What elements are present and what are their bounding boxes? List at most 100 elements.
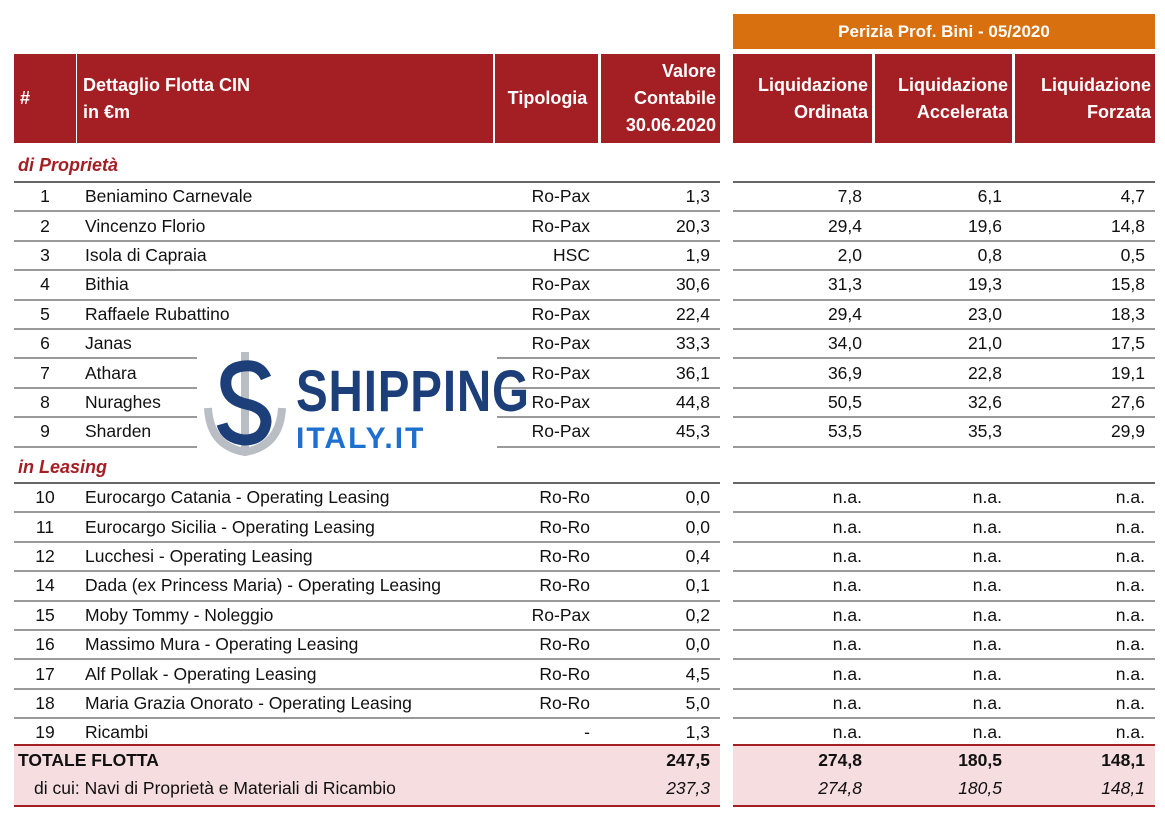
total-value: 180,5: [958, 778, 1002, 798]
table-cell: 34,0: [827, 333, 862, 354]
table-cell: n.a.: [972, 516, 1002, 537]
table-cell: HSC: [553, 244, 590, 265]
table-cell: Ro-Pax: [531, 274, 590, 295]
table-cell: Eurocargo Catania - Operating Leasing: [85, 487, 390, 508]
totals-border: [733, 805, 1155, 807]
table-cell: Ro-Ro: [539, 487, 590, 508]
table-cell: 6,1: [977, 186, 1002, 207]
table-cell: 0,8: [977, 244, 1002, 265]
table-cell: Moby Tommy - Noleggio: [85, 604, 274, 625]
table-cell: 10: [35, 487, 55, 508]
table-cell: n.a.: [832, 575, 862, 596]
table-cell: 19: [35, 722, 55, 743]
header-line: Liquidazione: [758, 74, 868, 95]
table-cell: n.a.: [1115, 692, 1145, 713]
table-cell: n.a.: [1115, 722, 1145, 743]
table-cell: 31,3: [827, 274, 862, 295]
table-cell: 18,3: [1110, 303, 1145, 324]
column-header: Liquidazione Forzata: [1015, 54, 1155, 143]
table-cell: 19,1: [1110, 362, 1145, 383]
total-label: TOTALE FLOTTA: [18, 749, 159, 770]
table-cell: Ro-Pax: [531, 186, 590, 207]
totals-border: [14, 805, 720, 807]
header-line: Liquidazione: [898, 74, 1008, 95]
row-separator: [733, 540, 1155, 543]
row-separator: [733, 357, 1155, 360]
table-cell: 0,0: [685, 516, 710, 537]
table-cell: n.a.: [832, 663, 862, 684]
column-header: Liquidazione Accelerata: [875, 54, 1012, 143]
table-cell: 7,8: [837, 186, 862, 207]
table-cell: 36,9: [827, 362, 862, 383]
row-separator: [14, 269, 720, 272]
row-separator: [733, 570, 1155, 573]
watermark-text: ITALY.IT: [296, 422, 426, 455]
column-header: Tipologia: [495, 54, 598, 143]
table-cell: Athara: [85, 362, 137, 383]
row-separator: [14, 181, 720, 183]
column-header: Liquidazione Ordinata: [733, 54, 872, 143]
totals-border: [14, 744, 720, 746]
header-text: Liquidazione Ordinata: [758, 72, 868, 126]
table-cell: 5,0: [685, 692, 710, 713]
table-cell: n.a.: [1115, 487, 1145, 508]
table-cell: n.a.: [972, 575, 1002, 596]
table-cell: Nuraghes: [85, 391, 161, 412]
row-separator: [733, 210, 1155, 213]
table-cell: Ro-Ro: [539, 692, 590, 713]
table-cell: 44,8: [675, 391, 710, 412]
table-cell: Ro-Pax: [531, 215, 590, 236]
table-cell: n.a.: [1115, 663, 1145, 684]
table-cell: Ro-Pax: [531, 391, 590, 412]
table-cell: n.a.: [972, 634, 1002, 655]
row-separator: [733, 629, 1155, 631]
header-line: in €m: [83, 101, 131, 122]
table-cell: n.a.: [972, 487, 1002, 508]
table-cell: 16: [35, 634, 55, 655]
total-value: 148,1: [1101, 778, 1145, 798]
table-cell: 32,6: [967, 391, 1002, 412]
table-cell: Maria Grazia Onorato - Operating Leasing: [85, 692, 412, 713]
table-cell: 0,1: [685, 575, 710, 596]
table-cell: Vincenzo Florio: [85, 215, 206, 236]
table-cell: Sharden: [85, 421, 152, 442]
row-separator: [14, 687, 720, 690]
table-cell: n.a.: [832, 634, 862, 655]
table-cell: 35,3: [967, 421, 1002, 442]
table-cell: 0,0: [685, 487, 710, 508]
table-cell: 4,7: [1120, 186, 1145, 207]
table-cell: 27,6: [1110, 391, 1145, 412]
row-separator: [14, 717, 720, 720]
header-line: Liquidazione: [1041, 74, 1151, 95]
table-cell: n.a.: [1115, 516, 1145, 537]
table-cell: Ricambi: [85, 722, 149, 743]
table-cell: 20,3: [675, 215, 710, 236]
table-cell: n.a.: [832, 692, 862, 713]
table-cell: n.a.: [972, 692, 1002, 713]
header-line: Accelerata: [916, 101, 1008, 122]
row-separator: [733, 416, 1155, 419]
table-cell: 18: [35, 692, 55, 713]
table-cell: n.a.: [832, 516, 862, 537]
totals-background: [14, 746, 720, 805]
row-separator: [733, 658, 1155, 661]
table-cell: 5: [40, 303, 50, 324]
row-separator: [733, 328, 1155, 330]
total-value: 148,1: [1101, 749, 1145, 770]
table-cell: Bithia: [85, 274, 129, 295]
table-cell: 1,3: [685, 186, 710, 207]
table-cell: 29,4: [827, 215, 862, 236]
header-text: Dettaglio Flotta CIN in €m: [83, 72, 250, 126]
table-cell: 22,8: [967, 362, 1002, 383]
header-text: Liquidazione Accelerata: [898, 72, 1008, 126]
table-cell: 0,4: [685, 545, 710, 566]
row-separator: [733, 445, 1155, 448]
table-cell: 45,3: [675, 421, 710, 442]
table-cell: Dada (ex Princess Maria) - Operating Lea…: [85, 575, 441, 596]
total-value: 237,3: [666, 778, 710, 798]
table-cell: 23,0: [967, 303, 1002, 324]
table-cell: Ro-Pax: [531, 362, 590, 383]
table-cell: 14: [35, 575, 55, 596]
table-cell: n.a.: [1115, 575, 1145, 596]
row-separator: [733, 386, 1155, 389]
